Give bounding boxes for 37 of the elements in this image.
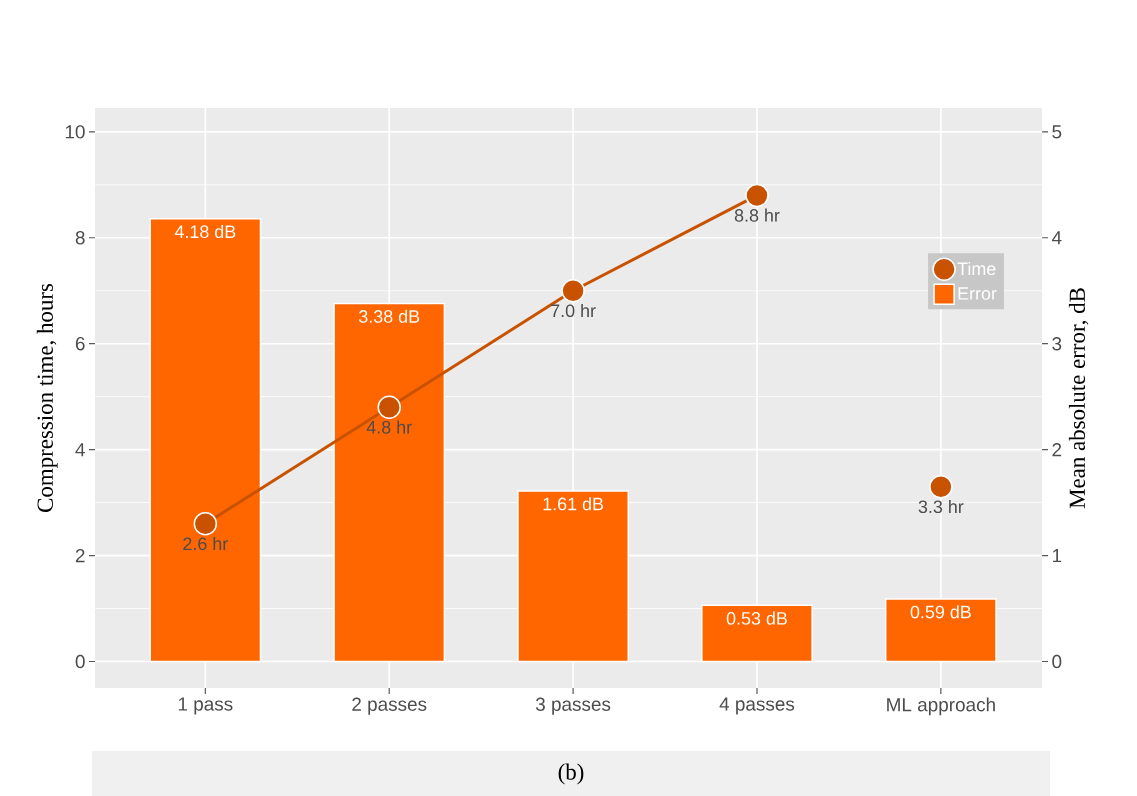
data-label: 3.3 hr [918,499,964,514]
data-label: 8.8 hr [734,208,780,222]
y-tick-label: 6 [75,337,85,351]
legend-label: Time [957,261,996,276]
y-tick-label: 10 [65,125,85,139]
y2-tick-label: 0 [1052,654,1062,669]
y-tick-label: 8 [75,231,85,245]
y-axis-title: Compression time, hours [36,283,58,512]
y-tick-label: 4 [75,443,85,457]
y2-tick-label: 3 [1052,337,1062,351]
x-tick-label: 1 pass [178,697,233,715]
data-label: 1.61 dB [543,497,604,511]
y2-tick-label: 2 [1052,443,1062,457]
x-tick-label: 2 passes [352,697,427,715]
x-tick-label: 4 passes [719,697,795,715]
y2-tick-label: 4 [1051,231,1062,245]
point [377,395,401,420]
point [929,474,953,499]
y2-tick-label: 5 [1052,125,1062,139]
x-tick-label: 3 passes [535,697,611,715]
y-tick-label: 2 [75,548,85,563]
point [193,512,218,536]
data-label: 4.18 dB [174,224,236,239]
data-label: 0.53 dB [726,611,787,625]
data-label: 4.8 hr [366,420,412,434]
legend-label: Error [958,287,997,300]
data-label: 2.6 hr [183,536,228,551]
y-tick-label: 0 [75,654,85,669]
data-label: 3.38 dB [358,309,420,323]
point [561,278,585,303]
y2-tick-label: 1 [1052,549,1062,563]
text: (b) [558,763,584,785]
data-label: 7.0 hr [551,303,596,318]
x-tick-label: ML approach [887,697,995,716]
point [745,183,769,208]
y2-axis-title: Mean absolute error, dB [1068,288,1089,509]
data-label: 0.59 dB [910,605,971,619]
